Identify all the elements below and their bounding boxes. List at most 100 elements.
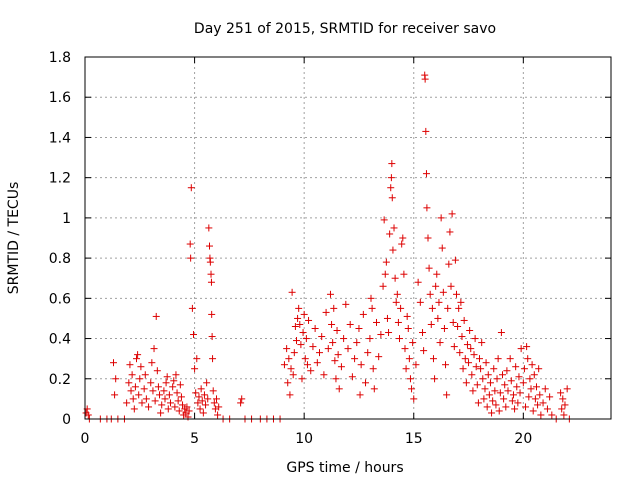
data-point [288, 288, 296, 296]
data-point [172, 371, 180, 379]
data-point [140, 385, 148, 393]
data-point [320, 371, 328, 379]
data-point [199, 409, 207, 417]
data-point [301, 355, 309, 363]
data-point [516, 389, 524, 397]
data-point [351, 355, 359, 363]
data-point [527, 385, 535, 393]
data-point [394, 318, 402, 326]
data-point [158, 401, 166, 409]
data-point [287, 365, 295, 373]
data-point [305, 316, 313, 324]
data-point [84, 411, 92, 419]
data-point [447, 282, 455, 290]
data-point [405, 355, 413, 363]
data-point [396, 335, 404, 343]
data-point [187, 254, 195, 262]
data-point [205, 224, 213, 232]
y-tick-label: 1.6 [49, 90, 71, 106]
data-point [185, 407, 193, 415]
data-point [506, 355, 514, 363]
data-point [197, 385, 205, 393]
data-point [299, 329, 307, 337]
data-point [423, 204, 431, 212]
data-point [280, 361, 288, 369]
data-point [484, 371, 492, 379]
data-point [467, 345, 475, 353]
y-tick-label: 0.4 [49, 332, 71, 348]
data-point [432, 282, 440, 290]
data-point [559, 395, 567, 403]
data-point [370, 385, 378, 393]
data-point [450, 343, 458, 351]
data-point [485, 391, 493, 399]
data-point [353, 339, 361, 347]
data-point [237, 399, 245, 407]
data-point [183, 403, 191, 411]
plot-frame [84, 56, 612, 420]
data-point [135, 391, 143, 399]
data-point [425, 264, 433, 272]
data-point [535, 365, 543, 373]
data-point [443, 391, 451, 399]
data-point [426, 290, 434, 298]
data-point [389, 246, 397, 254]
data-point [149, 387, 157, 395]
data-point [173, 389, 181, 397]
data-point [369, 365, 377, 373]
data-point [459, 365, 467, 373]
data-point [477, 365, 485, 373]
data-point [530, 371, 538, 379]
data-point [525, 393, 533, 401]
data-point [480, 395, 488, 403]
data-point [456, 349, 464, 357]
data-point [311, 325, 319, 332]
data-point [111, 391, 119, 399]
data-point [409, 339, 417, 347]
data-point [156, 391, 164, 399]
x-tick-label: 0 [81, 431, 90, 447]
data-point [439, 288, 447, 296]
data-point [309, 343, 317, 351]
data-point [488, 409, 496, 417]
data-point [187, 184, 195, 192]
data-point [123, 399, 131, 407]
data-point [400, 270, 408, 278]
data-point [495, 407, 503, 415]
data-point [385, 329, 393, 337]
data-point [548, 411, 556, 419]
data-point [194, 399, 202, 407]
data-point [472, 363, 480, 371]
data-point [436, 339, 444, 347]
data-point [476, 355, 483, 363]
data-point [161, 395, 169, 403]
data-point [539, 399, 547, 407]
data-point [298, 375, 306, 383]
data-point [390, 224, 398, 232]
data-point [420, 347, 428, 355]
data-point [333, 327, 341, 335]
data-point [531, 395, 539, 403]
data-point [177, 393, 185, 401]
data-point [403, 312, 411, 320]
data-point [134, 351, 142, 359]
data-point [171, 403, 179, 411]
data-point [335, 385, 343, 393]
data-point [481, 385, 489, 393]
y-tick-label: 0.6 [49, 291, 71, 307]
data-point [209, 355, 217, 363]
data-point [366, 335, 374, 343]
data-point [152, 312, 160, 320]
data-point [493, 375, 501, 383]
data-point [388, 160, 396, 168]
data-point [166, 399, 174, 407]
data-point [195, 393, 203, 401]
marks-layer [82, 71, 573, 423]
data-point [421, 75, 429, 83]
data-point [322, 308, 330, 316]
data-point [502, 403, 510, 411]
data-point [440, 325, 448, 332]
data-point [457, 298, 465, 306]
y-tick-label: 0.2 [49, 372, 71, 388]
